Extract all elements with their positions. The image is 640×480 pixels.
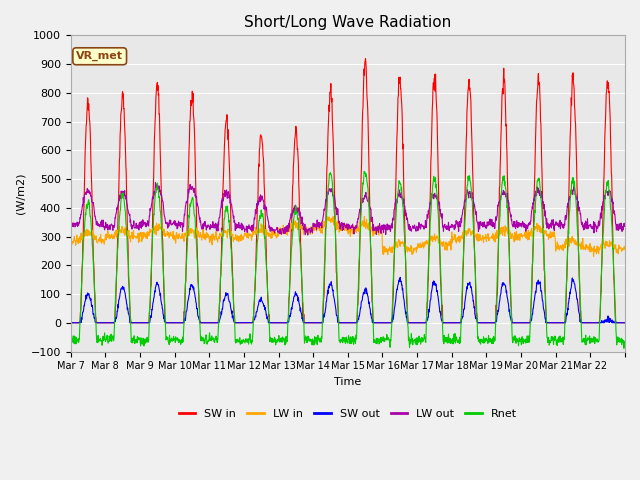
Title: Short/Long Wave Radiation: Short/Long Wave Radiation bbox=[244, 15, 451, 30]
Text: VR_met: VR_met bbox=[76, 51, 123, 61]
Legend: SW in, LW in, SW out, LW out, Rnet: SW in, LW in, SW out, LW out, Rnet bbox=[174, 405, 522, 423]
Y-axis label: (W/m2): (W/m2) bbox=[15, 173, 25, 214]
X-axis label: Time: Time bbox=[334, 377, 362, 387]
